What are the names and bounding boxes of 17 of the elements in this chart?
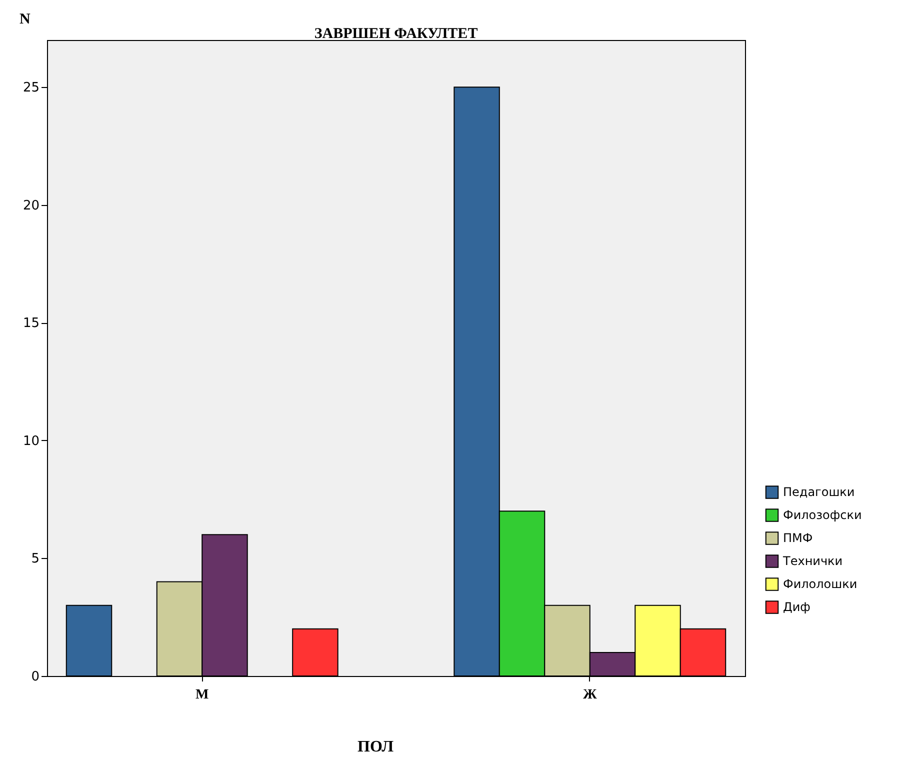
chart-title: ЗАВРШЕН ФАКУЛТЕТ [314,26,478,42]
y-tick-label: 20 [22,198,40,214]
x-tick-label: Ж [582,688,597,702]
x-axis-title: ПОЛ [358,738,394,756]
y-tick-label: 0 [31,670,40,684]
y-tick-label: 15 [22,316,40,332]
legend-label: ПМФ [783,531,813,546]
y-axis-title: N [20,12,30,28]
y-tick-label: 10 [22,434,40,449]
legend-label: Педагошки [783,485,855,500]
legend-label: Диф [783,600,810,614]
legend-label: Технички [782,554,843,568]
x-tick-label: М [196,688,209,702]
y-tick-label: 5 [31,552,40,567]
legend-label: Филозофски [783,508,862,522]
legend-label: Филолошки [783,577,858,592]
y-tick-label: 25 [22,80,40,96]
